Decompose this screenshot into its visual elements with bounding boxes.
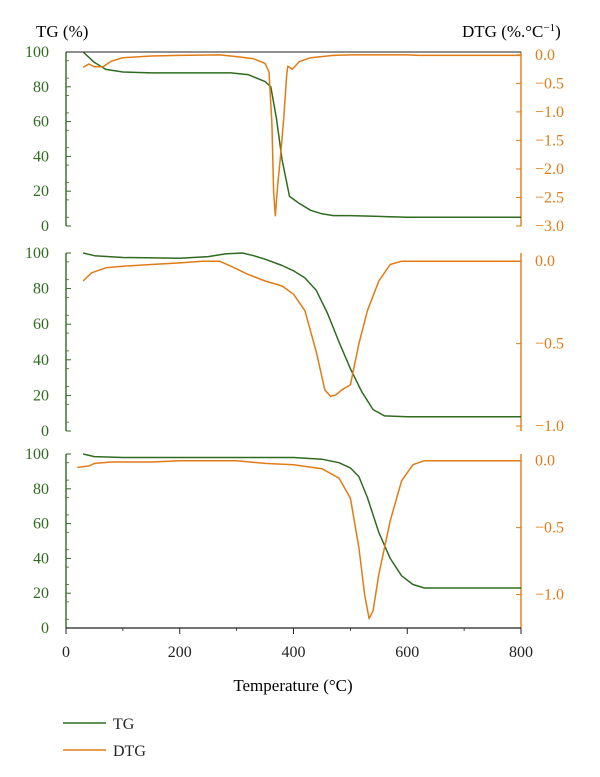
panel-3-tg-tick-label: 40: [33, 550, 49, 567]
panel-1-tg-tick-label: 100: [25, 44, 49, 61]
dtg-axis-title: DTG (%.°C−1): [462, 22, 561, 41]
panel-1-dtg-tick-label: −3.0: [535, 218, 564, 235]
panel-1-tg-tick-label: 40: [33, 148, 49, 165]
panel-1-dtg-tick-label: −0.5: [535, 75, 564, 92]
panel-1: 0 20 40 60 80 100 0.0 −0.5 −1.0 −1.5 −2.0 −2.5 −3.0: [25, 44, 564, 235]
panel-2-dtg-tick-label: 0.0: [535, 253, 555, 270]
legend: TG DTG: [63, 716, 146, 760]
x-tick-label: 600: [395, 644, 419, 661]
panel-1-tg-tick-label: 20: [33, 183, 49, 200]
panel-1-tg-tick-label: 0: [41, 218, 49, 235]
panel-3-dtg-tick-label: 0.0: [535, 453, 555, 470]
tg-axis-title: TG (%): [36, 22, 88, 41]
dtg-axis-title-sup: −1: [543, 22, 555, 34]
panel-1-dtg-tick-label: −2.5: [535, 189, 564, 206]
panel-2-tg-tick-label: 0: [41, 423, 49, 440]
panel-1-tg-line: [82, 51, 521, 219]
panel-2-tg-tick-label: 60: [33, 316, 49, 333]
panel-2-dtg-tick-label: −1.0: [535, 418, 564, 435]
x-axis: 0 200 400 600 800: [62, 627, 533, 661]
panel-3-dtg-tick-label: −1.0: [535, 587, 564, 604]
x-tick-label: 200: [168, 644, 192, 661]
panel-1-dtg-tick-label: −2.0: [535, 161, 564, 178]
panel-3-dtg-line: [77, 459, 521, 620]
panel-3-tg-tick-label: 0: [41, 620, 49, 637]
legend-label-dtg: DTG: [113, 743, 146, 760]
panel-1-tg-tick-label: 60: [33, 114, 49, 131]
x-tick-label: 800: [509, 644, 533, 661]
panel-2-tg-tick-label: 20: [33, 387, 49, 404]
panel-3-tg-tick-label: 80: [33, 481, 49, 498]
panel-2: 0 20 40 60 80 100 0.0 −0.5 −1.0: [25, 245, 564, 440]
x-tick-label: 400: [282, 644, 306, 661]
dtg-axis-title-close: ): [555, 22, 561, 41]
panel-2-dtg-line: [82, 260, 521, 398]
x-axis-title: Temperature (°C): [233, 676, 352, 695]
panel-3-tg-line: [82, 453, 521, 589]
legend-label-tg: TG: [113, 716, 135, 733]
panel-2-tg-tick-label: 80: [33, 281, 49, 298]
panel-2-tg-tick-label: 100: [25, 245, 49, 262]
panel-3-dtg-tick-label: −0.5: [535, 520, 564, 537]
panel-1-dtg-tick-label: 0.0: [535, 47, 555, 64]
panel-2-tg-line: [82, 252, 521, 418]
panel-1-tg-tick-label: 80: [33, 79, 49, 96]
panel-3-tg-tick-label: 20: [33, 585, 49, 602]
panel-2-tg-tick-label: 40: [33, 352, 49, 369]
panel-3-tg-tick-label: 100: [25, 446, 49, 463]
panel-3: 0 20 40 60 80 100 0.0 −0.5 −1.0: [25, 446, 564, 637]
x-tick-label: 0: [62, 644, 70, 661]
panel-3-tg-tick-label: 60: [33, 516, 49, 533]
panel-1-dtg-tick-label: −1.5: [535, 132, 564, 149]
panel-1-dtg-tick-label: −1.0: [535, 104, 564, 121]
dtg-axis-title-main: DTG (%.°C: [462, 22, 543, 41]
panel-2-dtg-tick-label: −0.5: [535, 336, 564, 353]
panel-1-dtg-line: [82, 54, 521, 217]
